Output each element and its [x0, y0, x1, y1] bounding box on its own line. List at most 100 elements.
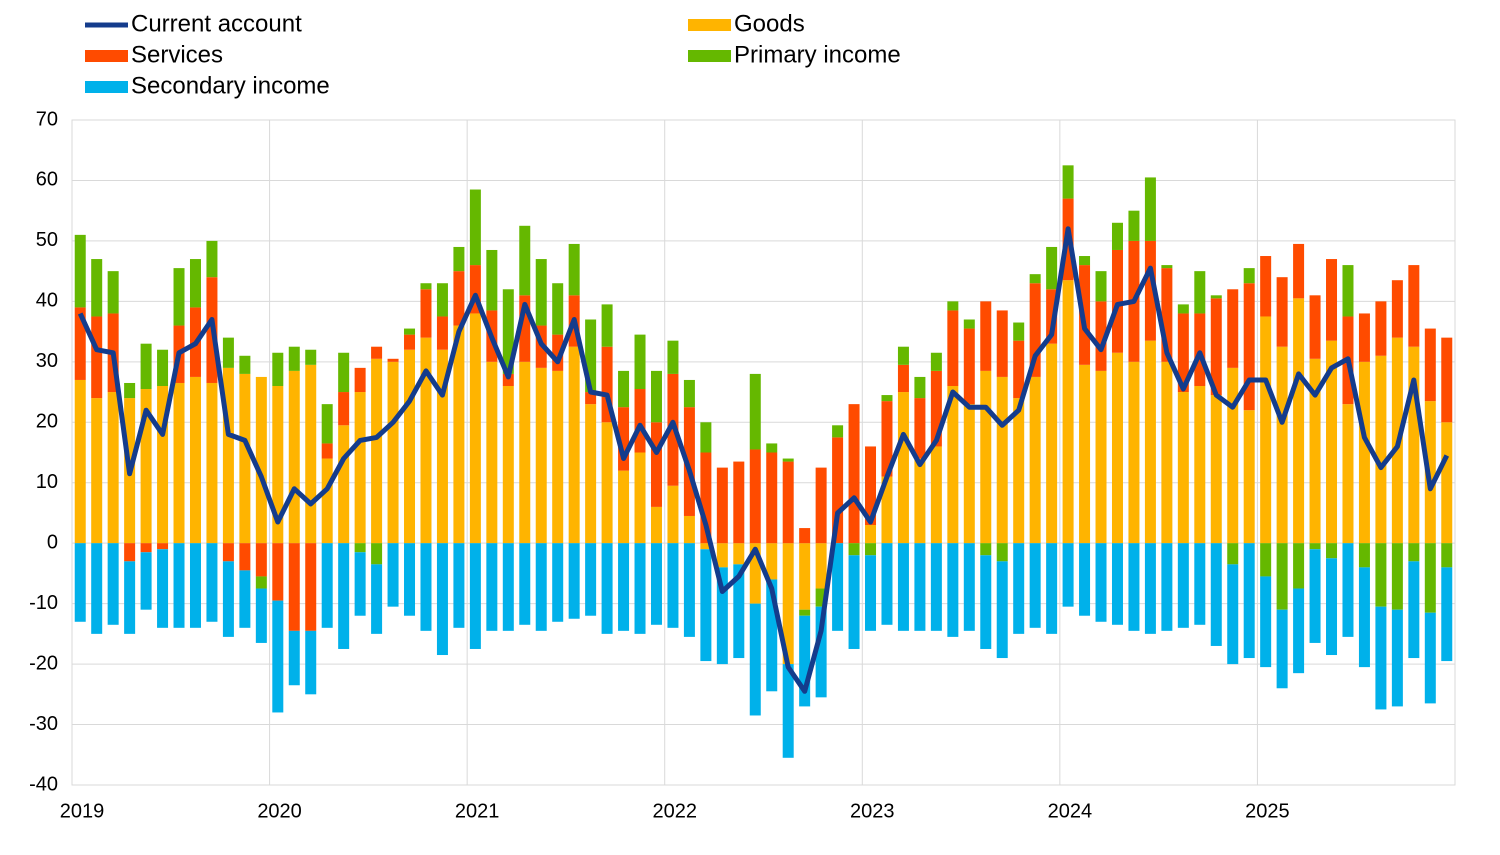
- legend-swatch: [688, 50, 731, 62]
- bar-segment: [815, 467, 827, 544]
- bar-segment: [700, 543, 712, 550]
- bar-segment: [371, 564, 383, 634]
- bar-segment: [996, 376, 1008, 544]
- bar-segment: [601, 304, 613, 347]
- bar-segment: [140, 389, 152, 544]
- bar-segment: [1358, 361, 1370, 544]
- bar-segment: [897, 346, 909, 365]
- bar-segment: [239, 355, 251, 374]
- bar-segment: [222, 367, 234, 544]
- bar-segment: [272, 543, 284, 601]
- bar-segment: [288, 630, 300, 686]
- bar-segment: [1013, 543, 1025, 634]
- bar-segment: [1408, 346, 1420, 544]
- bar-segment: [733, 564, 745, 659]
- bar-segment: [436, 316, 448, 350]
- bar-segment: [930, 370, 942, 447]
- bar-segment: [634, 452, 646, 544]
- bar-segment: [1441, 543, 1453, 568]
- bar-segment: [1227, 367, 1239, 544]
- bar-segment: [1408, 543, 1420, 562]
- bar-segment: [1079, 256, 1091, 266]
- y-tick-label: -40: [29, 773, 58, 795]
- bar-segment: [535, 259, 547, 326]
- y-tick-label: 30: [36, 350, 58, 372]
- bar-segment: [1013, 340, 1025, 399]
- bar-segment: [1424, 401, 1436, 544]
- bar-segment: [453, 543, 465, 628]
- y-tick-label: 50: [36, 229, 58, 251]
- bar-segment: [206, 382, 218, 544]
- bar-segment: [585, 543, 597, 616]
- bar-segment: [420, 283, 432, 290]
- bar-segment: [1144, 340, 1156, 544]
- bar-segment: [766, 543, 778, 580]
- legend-label: Secondary income: [131, 72, 330, 99]
- bar-segment: [585, 404, 597, 544]
- bar-segment: [1210, 395, 1222, 544]
- bar-segment: [700, 549, 712, 662]
- bar-segment: [1144, 543, 1156, 634]
- bar-segment: [815, 543, 827, 589]
- bar-segment: [749, 449, 761, 544]
- bar-segment: [469, 265, 481, 314]
- bar-segment: [420, 543, 432, 631]
- bar-segment: [1095, 271, 1107, 302]
- bar-segment: [585, 319, 597, 393]
- bar-segment: [140, 543, 152, 553]
- legend-label: Goods: [734, 10, 805, 37]
- bar-segment: [683, 543, 695, 637]
- bar-segment: [552, 283, 564, 335]
- bar-segment: [140, 552, 152, 610]
- bar-segment: [1260, 576, 1272, 668]
- bar-segment: [157, 349, 169, 386]
- bar-segment: [996, 561, 1008, 659]
- bar-segment: [255, 543, 267, 577]
- bar-segment: [914, 398, 926, 459]
- bar-segment: [716, 567, 728, 665]
- bar-segment: [1408, 265, 1420, 347]
- bar-segment: [930, 352, 942, 371]
- bar-segment: [107, 392, 119, 544]
- bar-segment: [91, 316, 103, 399]
- bar-segment: [91, 259, 103, 317]
- bar-segment: [914, 376, 926, 399]
- bar-segment: [634, 389, 646, 453]
- bar-segment: [832, 543, 844, 631]
- bar-segment: [387, 361, 399, 544]
- bar-segment: [1194, 543, 1206, 625]
- bar-segment: [1243, 410, 1255, 544]
- bar-segment: [1161, 268, 1173, 362]
- legend-label: Primary income: [734, 41, 901, 68]
- bar-segment: [321, 458, 333, 544]
- bar-segment: [947, 543, 959, 637]
- bar-segment: [1144, 240, 1156, 341]
- bar-segment: [1276, 346, 1288, 544]
- bar-segment: [700, 452, 712, 544]
- bar-segment: [865, 555, 877, 631]
- bar-segment: [667, 485, 679, 544]
- bar-segment: [1177, 543, 1189, 628]
- bar-segment: [848, 555, 860, 649]
- bar-segment: [338, 352, 350, 393]
- bar-segment: [947, 310, 959, 386]
- bar-segment: [980, 543, 992, 556]
- bar-segment: [947, 386, 959, 544]
- bar-segment: [1260, 316, 1272, 544]
- bar-segment: [404, 328, 416, 335]
- bar-segment: [387, 358, 399, 362]
- bar-segment: [354, 392, 366, 544]
- bar-segment: [1062, 165, 1074, 199]
- bar-segment: [288, 543, 300, 631]
- bar-segment: [799, 543, 811, 610]
- bar-segment: [1391, 609, 1403, 707]
- bar-segment: [749, 373, 761, 450]
- bar-segment: [371, 543, 383, 565]
- bar-segment: [1342, 404, 1354, 544]
- bar-segment: [321, 443, 333, 459]
- bar-segment: [1342, 265, 1354, 317]
- bar-segment: [1326, 340, 1338, 544]
- bar-segment: [91, 398, 103, 544]
- bar-segment: [1095, 301, 1107, 371]
